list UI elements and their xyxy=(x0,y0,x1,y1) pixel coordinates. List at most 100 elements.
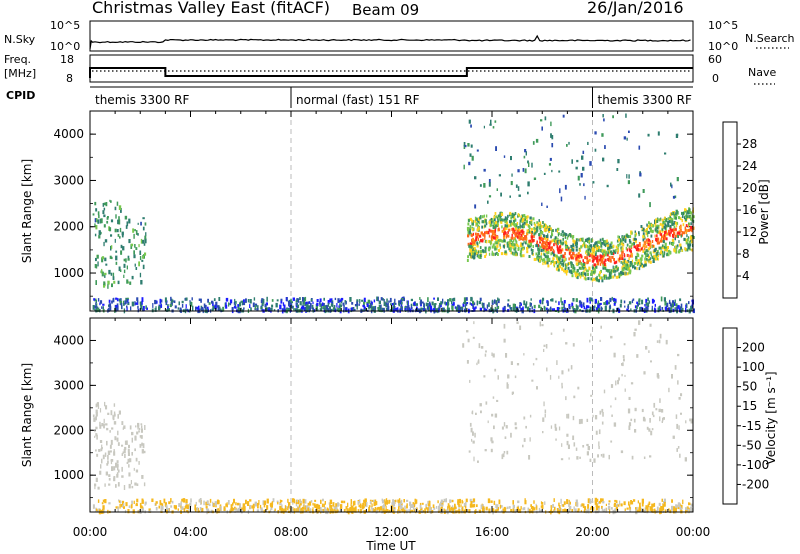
echo-cell xyxy=(440,502,443,506)
echo-cell xyxy=(546,205,548,208)
echo-cell xyxy=(382,307,384,312)
echo-cell xyxy=(107,455,109,460)
echo-cell xyxy=(506,244,509,248)
echo-cell xyxy=(353,308,356,312)
echo-cell xyxy=(524,235,528,238)
echo-cell xyxy=(585,249,588,253)
echo-cell xyxy=(661,409,664,413)
echo-cell xyxy=(101,271,104,277)
echo-cell xyxy=(488,252,491,256)
echo-cell xyxy=(185,504,188,509)
echo-cell xyxy=(577,254,580,258)
nsky-right-tick-bottom: 10^0 xyxy=(708,40,738,53)
echo-cell xyxy=(536,229,538,233)
echo-cell xyxy=(341,297,344,301)
echo-cell xyxy=(433,297,435,300)
echo-cell xyxy=(640,306,642,311)
echo-cell xyxy=(155,503,157,506)
echo-cell xyxy=(538,219,540,223)
echo-cell xyxy=(561,370,564,375)
echo-cell xyxy=(644,304,646,307)
echo-cell xyxy=(674,249,676,253)
echo-cell xyxy=(114,206,117,211)
echo-cell xyxy=(547,226,550,230)
velocity-colorbar: Velocity [m s⁻¹] 2001005015-15-50-100-20… xyxy=(722,327,778,505)
echo-cell xyxy=(385,500,388,505)
echo-cell xyxy=(386,509,389,513)
echo-cell xyxy=(305,509,308,513)
echo-cell xyxy=(383,299,385,302)
echo-cell xyxy=(474,204,477,209)
echo-cell xyxy=(429,508,432,514)
echo-cell xyxy=(132,228,135,233)
echo-cell xyxy=(492,226,495,230)
echo-cell xyxy=(547,258,550,262)
echo-cell xyxy=(131,504,133,508)
echo-cell xyxy=(438,308,440,312)
echo-cell xyxy=(651,230,654,234)
echo-cell xyxy=(410,303,412,306)
echo-cell xyxy=(443,498,446,503)
echo-cell xyxy=(310,508,312,513)
echo-cell xyxy=(510,242,513,246)
echo-cell xyxy=(473,307,476,312)
echo-cell xyxy=(524,498,526,503)
echo-cell xyxy=(629,235,632,239)
echo-cell xyxy=(441,501,444,506)
echo-cell xyxy=(139,256,142,261)
echo-cell xyxy=(527,306,529,311)
echo-cell xyxy=(474,432,476,438)
echo-cell xyxy=(276,299,279,302)
echo-cell xyxy=(288,308,291,311)
echo-cell xyxy=(271,501,274,506)
echo-cell xyxy=(605,503,607,506)
echo-cell xyxy=(656,340,659,343)
echo-cell xyxy=(627,235,630,239)
echo-cell xyxy=(648,501,651,505)
echo-cell xyxy=(458,506,460,511)
echo-cell xyxy=(518,231,521,235)
echo-cell xyxy=(457,501,460,505)
echo-cell xyxy=(378,300,381,304)
echo-cell xyxy=(472,431,474,436)
echo-cell xyxy=(323,503,325,508)
echo-cell xyxy=(123,274,125,278)
echo-cell xyxy=(548,230,550,233)
echo-cell xyxy=(543,236,546,240)
echo-cell xyxy=(535,357,538,361)
echo-cell xyxy=(241,300,243,306)
echo-cell xyxy=(279,502,282,505)
echo-cell xyxy=(296,507,298,513)
echo-cell xyxy=(596,259,599,263)
echo-cell xyxy=(620,249,623,253)
echo-cell xyxy=(144,252,147,256)
echo-cell xyxy=(470,144,473,148)
echo-cell xyxy=(361,299,363,302)
echo-cell xyxy=(636,263,639,267)
echo-cell xyxy=(217,508,220,511)
echo-cell xyxy=(472,222,474,226)
echo-cell xyxy=(577,175,580,181)
echo-cell xyxy=(552,251,555,254)
echo-cell xyxy=(546,367,548,372)
echo-cell xyxy=(117,430,119,436)
echo-cell xyxy=(451,298,454,301)
echo-cell xyxy=(527,191,529,195)
echo-cell xyxy=(447,305,449,310)
echo-cell xyxy=(257,502,259,507)
echo-cell xyxy=(687,224,690,228)
echo-cell xyxy=(585,305,589,309)
echo-cell xyxy=(668,219,671,223)
echo-cell xyxy=(100,464,102,469)
echo-cell xyxy=(504,250,507,254)
echo-cell xyxy=(661,223,664,227)
echo-cell xyxy=(413,508,416,513)
echo-cell xyxy=(555,261,558,265)
echo-cell xyxy=(499,239,501,242)
echo-cell xyxy=(651,503,654,508)
echo-cell xyxy=(576,456,579,460)
echo-cell xyxy=(385,505,387,510)
echo-cell xyxy=(671,238,675,242)
echo-cell xyxy=(613,352,616,358)
echo-cell xyxy=(576,273,579,277)
